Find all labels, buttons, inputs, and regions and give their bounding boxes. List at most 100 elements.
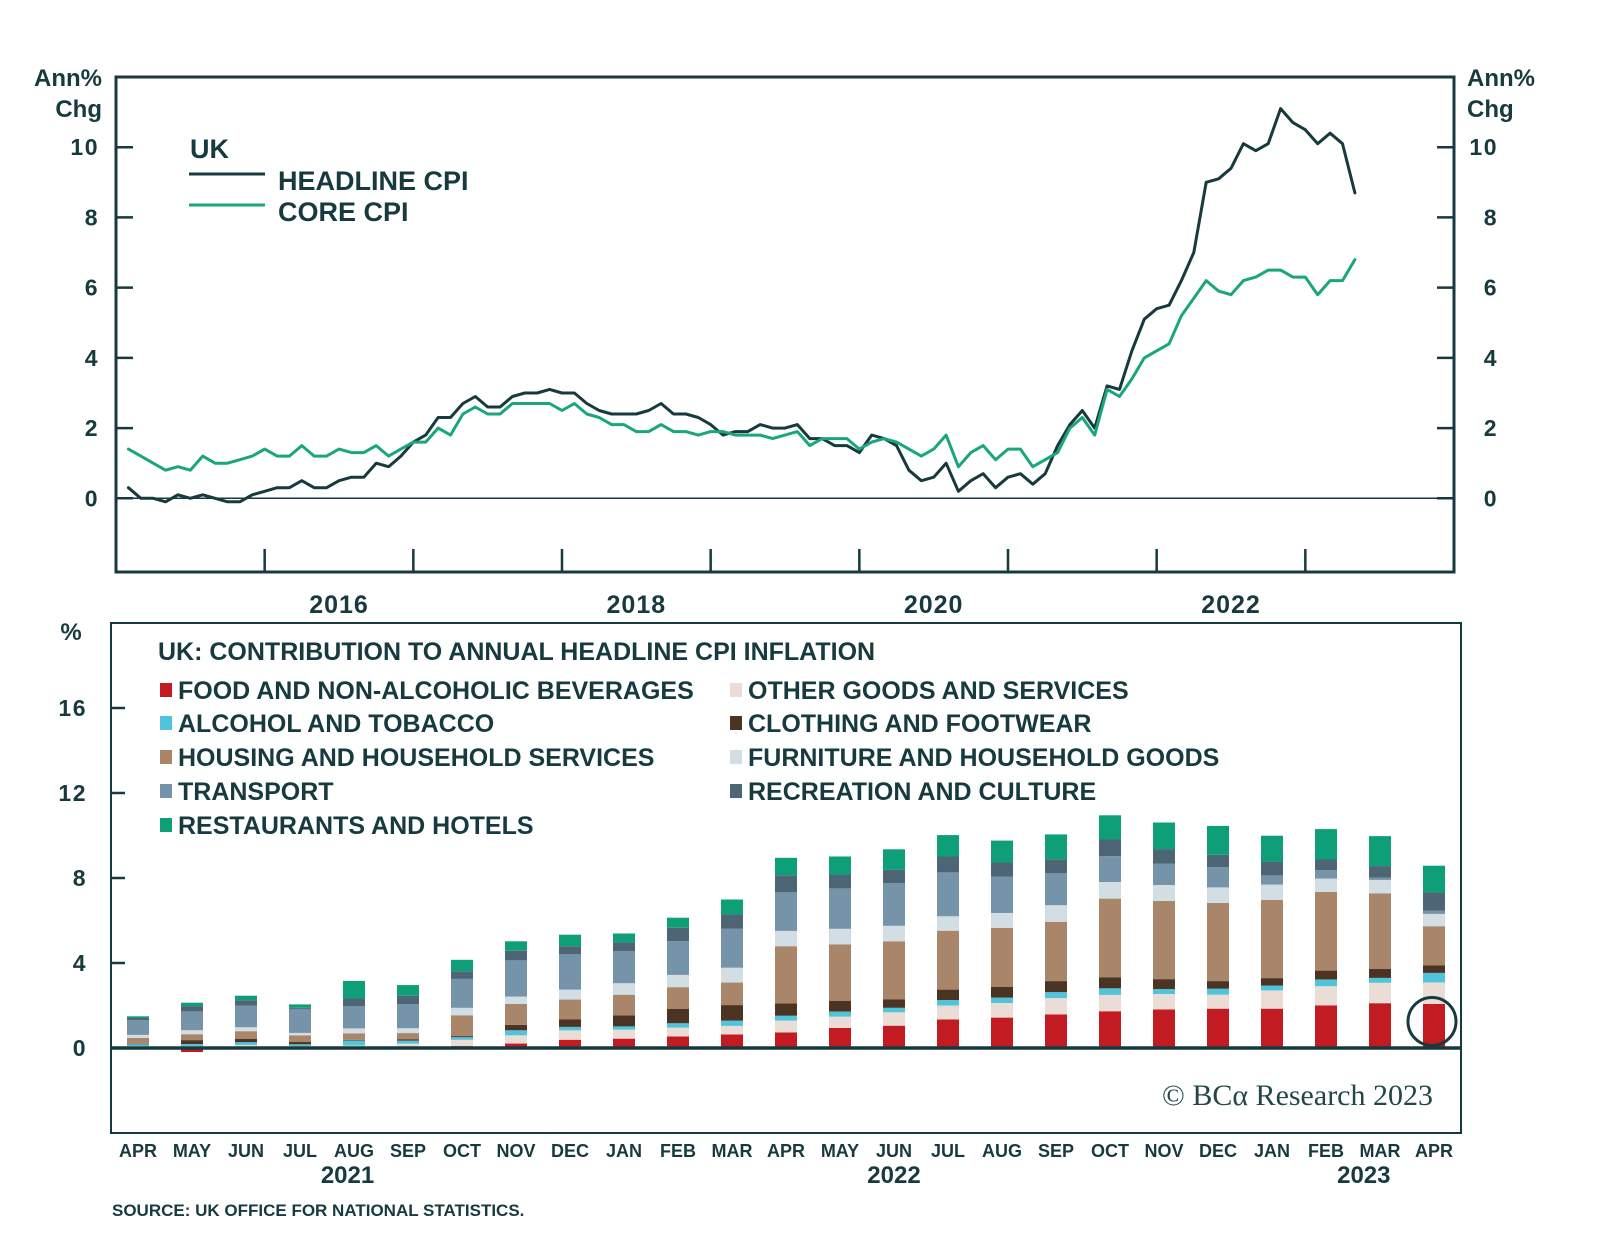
bar-stack xyxy=(1369,836,1391,1048)
bar-segment-alcohol-and-tobacco xyxy=(235,1042,257,1045)
bar-stack xyxy=(1045,834,1067,1048)
bar-segment-transport xyxy=(289,1008,311,1033)
top-legend: UK HEADLINE CPI CORE CPI xyxy=(189,134,469,227)
bar-segment-food-and-non-alcoholic-beverages xyxy=(1315,1005,1337,1048)
bar-segment-restaurants-and-hotels xyxy=(991,840,1013,863)
bar-stack xyxy=(559,934,581,1048)
bar-stack xyxy=(883,849,905,1048)
legend-swatch xyxy=(160,683,172,697)
bar-segment-housing-and-household-services xyxy=(127,1037,149,1044)
x-tick-label: JAN xyxy=(606,1141,642,1161)
bar-segment-alcohol-and-tobacco xyxy=(505,1030,527,1036)
x-tick-label: MAR xyxy=(712,1141,753,1161)
bar-segment-restaurants-and-hotels xyxy=(1423,865,1445,893)
bar-segment-food-and-non-alcoholic-beverages xyxy=(667,1036,689,1048)
bar-segment-housing-and-household-services xyxy=(181,1034,203,1041)
x-tick-label: MAY xyxy=(173,1141,211,1161)
bar-segment-food-and-non-alcoholic-beverages xyxy=(505,1043,527,1048)
x-tick-label: OCT xyxy=(443,1141,481,1161)
bar-segment-housing-and-household-services xyxy=(1315,892,1337,971)
bar-segment-restaurants-and-hotels xyxy=(1315,829,1337,860)
bar-stack xyxy=(343,980,365,1048)
bar-segment-recreation-and-culture xyxy=(937,856,959,873)
headline-cpi-line xyxy=(126,107,1357,504)
bar-segment-recreation-and-culture xyxy=(235,1000,257,1006)
legend-swatch xyxy=(160,750,172,764)
bar-segment-alcohol-and-tobacco xyxy=(991,997,1013,1004)
bar-segment-housing-and-household-services xyxy=(451,1015,473,1037)
bar-segment-food-and-non-alcoholic-beverages xyxy=(1153,1009,1175,1048)
bar-segment-alcohol-and-tobacco xyxy=(1153,989,1175,994)
bar-stack xyxy=(1261,835,1283,1048)
bar-segment-furniture-and-household-goods xyxy=(235,1027,257,1032)
legend-swatch xyxy=(160,784,172,798)
bottom-chart-marks: 0 4 8 12 16 APR MAY JUN JUL AUG SEP OCT NOV DEC JAN FEB… xyxy=(58,695,1461,1189)
bar-segment-alcohol-and-tobacco xyxy=(1207,988,1229,995)
bar-segment-furniture-and-household-goods xyxy=(1423,913,1445,927)
bar-segment-other-goods-and-services xyxy=(397,1043,419,1048)
bar-segment-recreation-and-culture xyxy=(289,1007,311,1009)
bar-stack xyxy=(721,899,743,1048)
bar-stack xyxy=(235,995,257,1049)
bar-stack xyxy=(451,959,473,1048)
bar-segment-alcohol-and-tobacco xyxy=(1045,992,1067,999)
bar-segment-housing-and-household-services xyxy=(1261,899,1283,979)
bar-segment-alcohol-and-tobacco xyxy=(181,1044,203,1047)
legend-item: RESTAURANTS AND HOTELS xyxy=(160,812,534,840)
bar-segment-housing-and-household-services xyxy=(235,1031,257,1039)
x-tick-label: APR xyxy=(119,1141,157,1161)
bar-segment-other-goods-and-services xyxy=(937,1005,959,1020)
bar-segment-furniture-and-household-goods xyxy=(775,930,797,947)
bar-segment-housing-and-household-services xyxy=(1423,926,1445,966)
x-tick-label: MAY xyxy=(821,1141,859,1161)
legend-label: RECREATION AND CULTURE xyxy=(748,778,1096,806)
bar-segment-food-and-non-alcoholic-beverages xyxy=(1207,1008,1229,1048)
bar-stack xyxy=(1315,829,1337,1048)
x-year-label: 2023 xyxy=(1337,1162,1390,1189)
bar-segment-housing-and-household-services xyxy=(721,982,743,1005)
x-tick-label: APR xyxy=(767,1141,805,1161)
bar-segment-alcohol-and-tobacco xyxy=(613,1026,635,1030)
bar-segment-restaurants-and-hotels xyxy=(775,857,797,876)
bar-segment-transport xyxy=(1207,867,1229,888)
bar-segment-transport xyxy=(1369,877,1391,880)
bar-segment-transport xyxy=(991,876,1013,913)
bar-segment-clothing-and-footwear xyxy=(343,1039,365,1041)
bar-segment-food-and-non-alcoholic-beverages xyxy=(1423,1003,1445,1048)
bar-segment-furniture-and-household-goods xyxy=(667,974,689,988)
bar-segment-furniture-and-household-goods xyxy=(991,913,1013,928)
bar-segment-furniture-and-household-goods xyxy=(1207,887,1229,903)
bar-segment-food-and-non-alcoholic-beverages xyxy=(1261,1008,1283,1048)
bar-segment-recreation-and-culture xyxy=(991,862,1013,877)
bar-segment-recreation-and-culture xyxy=(127,1018,149,1021)
y-tick-label-left: 8 xyxy=(85,204,99,230)
bar-segment-restaurants-and-hotels xyxy=(505,941,527,951)
bar-segment-clothing-and-footwear xyxy=(1045,981,1067,993)
legend-item: CLOTHING AND FOOTWEAR xyxy=(730,710,1091,738)
bar-segment-clothing-and-footwear xyxy=(289,1042,311,1045)
x-year-label: 2021 xyxy=(321,1162,374,1189)
bar-segment-restaurants-and-hotels xyxy=(451,959,473,972)
bar-segment-clothing-and-footwear xyxy=(1207,981,1229,989)
y-tick-label-right: 10 xyxy=(1469,134,1498,160)
bar-segment-recreation-and-culture xyxy=(883,869,905,884)
y-tick-label: 8 xyxy=(73,865,87,891)
x-tick-label: 2018 xyxy=(607,591,667,619)
bar-segment-food-and-non-alcoholic-beverages xyxy=(1369,1003,1391,1048)
x-year-label: 2022 xyxy=(867,1162,920,1189)
bar-segment-clothing-and-footwear xyxy=(721,1005,743,1021)
legend-label: FOOD AND NON-ALCOHOLIC BEVERAGES xyxy=(178,677,694,705)
bar-segment-food-and-non-alcoholic-beverages xyxy=(1099,1011,1121,1048)
y-tick-label-left: 6 xyxy=(85,275,99,301)
bar-segment-clothing-and-footwear xyxy=(1153,979,1175,990)
x-tick-label: NOV xyxy=(496,1141,535,1161)
bar-segment-other-goods-and-services xyxy=(775,1020,797,1033)
bar-segment-alcohol-and-tobacco xyxy=(127,1044,149,1047)
y-tick-label-left: 10 xyxy=(70,134,99,160)
bar-segment-furniture-and-household-goods xyxy=(613,983,635,995)
x-tick-label: MAR xyxy=(1360,1141,1401,1161)
legend-label-core-cpi: CORE CPI xyxy=(278,197,409,227)
legend-label: HOUSING AND HOUSEHOLD SERVICES xyxy=(178,744,654,772)
bar-stack xyxy=(289,1004,311,1049)
bar-segment-transport xyxy=(451,978,473,1008)
